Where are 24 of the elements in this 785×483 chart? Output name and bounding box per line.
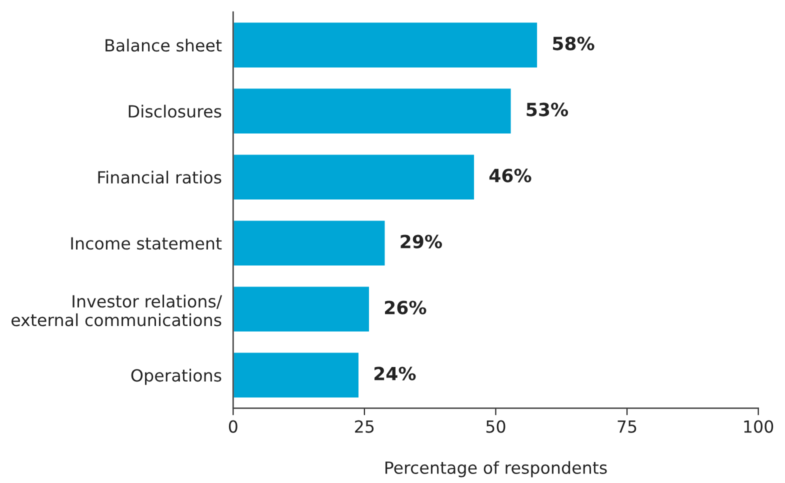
data-label: 46% <box>489 168 532 182</box>
y-tick-label: Income statement <box>71 237 222 250</box>
bar <box>233 219 386 267</box>
y-tick-label: Investor relations/ external communications <box>12 294 222 326</box>
data-label: 24% <box>374 366 416 380</box>
x-tick-label: 25 <box>355 420 374 433</box>
x-tick-label: 0 <box>228 420 238 433</box>
bar <box>233 21 538 69</box>
y-tick-label: Operations <box>131 368 222 385</box>
data-label: 58% <box>553 36 594 50</box>
bar <box>233 87 512 135</box>
y-tick-label: Disclosures <box>128 104 222 118</box>
bar <box>233 153 476 201</box>
bar <box>233 351 360 399</box>
x-tick-label: 50 <box>486 420 506 433</box>
data-label: 53% <box>526 102 568 116</box>
x-tick-label: 100 <box>744 420 774 433</box>
data-label: 29% <box>400 234 442 248</box>
data-label: 26% <box>385 300 426 314</box>
x-tick-label: 75 <box>618 420 636 433</box>
y-tick-label: Balance sheet <box>106 38 222 52</box>
x-axis-title: Percentage of respondents <box>385 461 607 478</box>
y-tick-label: Financial ratios <box>98 170 222 184</box>
bar <box>233 285 370 333</box>
